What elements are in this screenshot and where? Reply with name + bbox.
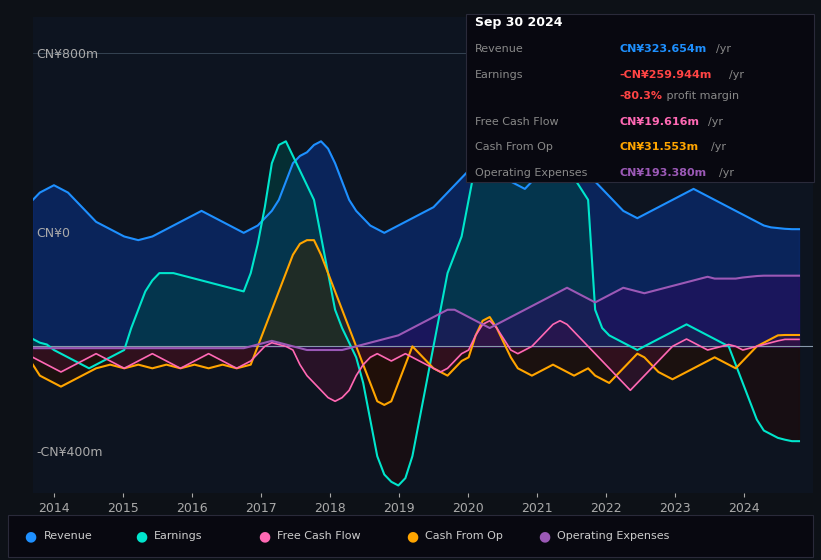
Text: -CN¥259.944m: -CN¥259.944m xyxy=(619,70,712,80)
Text: Revenue: Revenue xyxy=(475,44,524,54)
Text: ●: ● xyxy=(538,530,550,543)
Text: Free Cash Flow: Free Cash Flow xyxy=(277,531,361,542)
Text: CN¥800m: CN¥800m xyxy=(37,48,99,60)
Text: ●: ● xyxy=(406,530,419,543)
Text: ●: ● xyxy=(25,530,37,543)
Text: Cash From Op: Cash From Op xyxy=(475,142,553,152)
Text: CN¥323.654m: CN¥323.654m xyxy=(619,44,706,54)
Text: ●: ● xyxy=(135,530,148,543)
Text: CN¥19.616m: CN¥19.616m xyxy=(619,116,699,127)
Text: Sep 30 2024: Sep 30 2024 xyxy=(475,16,563,29)
Text: /yr: /yr xyxy=(719,168,734,178)
Text: Earnings: Earnings xyxy=(154,531,203,542)
Text: Cash From Op: Cash From Op xyxy=(425,531,503,542)
Text: Free Cash Flow: Free Cash Flow xyxy=(475,116,559,127)
Text: CN¥31.553m: CN¥31.553m xyxy=(619,142,698,152)
Text: /yr: /yr xyxy=(708,116,722,127)
Text: CN¥193.380m: CN¥193.380m xyxy=(619,168,706,178)
Text: Operating Expenses: Operating Expenses xyxy=(557,531,669,542)
Text: /yr: /yr xyxy=(711,142,726,152)
Text: Revenue: Revenue xyxy=(44,531,92,542)
Text: profit margin: profit margin xyxy=(663,91,740,101)
Text: Operating Expenses: Operating Expenses xyxy=(475,168,588,178)
Text: /yr: /yr xyxy=(729,70,744,80)
Text: /yr: /yr xyxy=(716,44,731,54)
Text: ●: ● xyxy=(259,530,271,543)
Text: CN¥0: CN¥0 xyxy=(37,227,71,240)
Text: Earnings: Earnings xyxy=(475,70,524,80)
Text: -80.3%: -80.3% xyxy=(619,91,662,101)
Text: -CN¥400m: -CN¥400m xyxy=(37,446,103,459)
